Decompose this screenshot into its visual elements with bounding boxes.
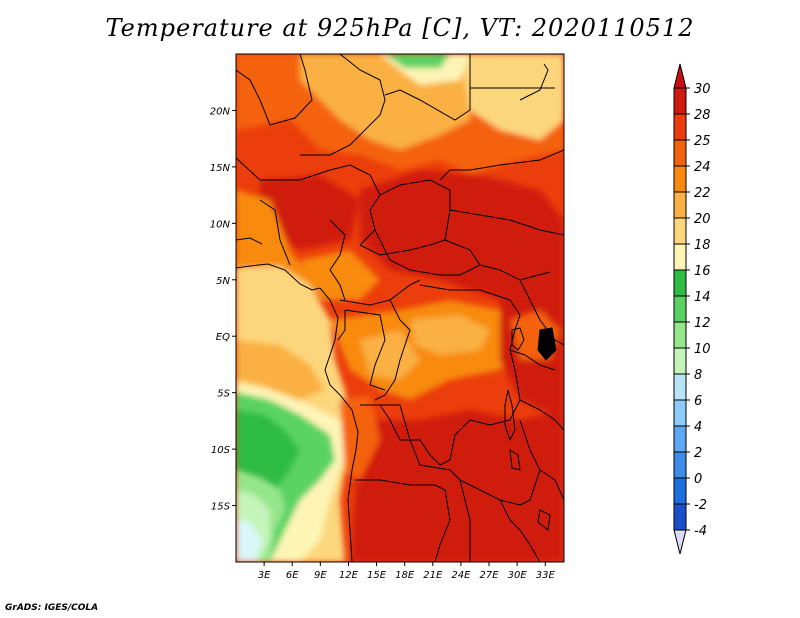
lat-tick-label: 15S — [211, 502, 231, 513]
colorbar-swatch — [673, 243, 687, 271]
colorbar-label: 28 — [694, 108, 711, 123]
chart-title: Temperature at 925hPa [C], VT: 202011051… — [105, 14, 695, 42]
colorbar-label: 8 — [694, 368, 702, 383]
lat-tick-label: 10N — [210, 219, 231, 230]
colorbar-label: 22 — [694, 186, 711, 201]
longitude-axis: 3E 6E 9E 12E 15E 18E 21E 24E 27E 30E 33E — [258, 562, 556, 581]
colorbar-bottom-triangle — [673, 529, 687, 555]
map-frame — [235, 53, 565, 563]
latitude-axis: 20N 15N 10N 5N EQ 5S 10S 15S — [210, 106, 236, 513]
colorbar-label: -4 — [694, 524, 707, 539]
colorbar-label: 16 — [694, 264, 711, 279]
colorbar-label: 12 — [694, 316, 711, 331]
lat-tick-label: 5N — [216, 276, 230, 287]
lon-tick-label: 18E — [395, 570, 415, 581]
lon-tick-label: 9E — [314, 570, 327, 581]
colorbar-swatch — [673, 191, 687, 219]
lat-tick-label: 5S — [217, 389, 230, 400]
grads-credit: GrADS: IGES/COLA — [5, 603, 99, 613]
colorbar-label: 20 — [694, 212, 711, 227]
colorbar-swatch — [673, 321, 687, 349]
lat-tick-label: 15N — [210, 163, 231, 174]
lon-tick-label: 30E — [508, 570, 528, 581]
colorbar-label: 4 — [694, 420, 702, 435]
colorbar-label: 24 — [694, 160, 711, 175]
lat-tick-label: 10S — [211, 445, 231, 456]
colorbar-swatch — [673, 503, 687, 531]
colorbar-label: 25 — [694, 134, 711, 149]
lon-tick-label: 27E — [480, 570, 500, 581]
lat-tick-label: EQ — [216, 332, 230, 343]
colorbar-label: 0 — [694, 472, 702, 487]
colorbar-swatch — [673, 399, 687, 427]
country-boundaries — [236, 54, 564, 562]
colorbar-label: 18 — [694, 238, 711, 253]
colorbar-label: 6 — [694, 394, 702, 409]
colorbar-swatch — [673, 477, 687, 505]
colorbar-swatch — [673, 165, 687, 193]
colorbar-label: 10 — [694, 342, 711, 357]
colorbar-label: 14 — [694, 290, 711, 305]
lon-tick-label: 15E — [367, 570, 387, 581]
colorbar-swatch — [673, 269, 687, 297]
colorbar-label: -2 — [694, 498, 707, 513]
lon-tick-label: 33E — [536, 570, 556, 581]
lon-tick-label: 12E — [339, 570, 359, 581]
colorbar-swatch — [673, 295, 687, 323]
colorbar-swatch — [673, 373, 687, 401]
colorbar-swatch — [673, 347, 687, 375]
colorbar-swatch — [673, 451, 687, 479]
lon-tick-label: 21E — [423, 570, 443, 581]
temperature-field — [236, 54, 564, 562]
lon-tick-label: 24E — [451, 570, 471, 581]
colorbar-label: 2 — [694, 446, 702, 461]
colorbar-top-triangle — [673, 63, 687, 89]
colorbar-swatch — [673, 139, 687, 167]
colorbar-swatch — [673, 87, 687, 115]
lat-tick-label: 20N — [210, 106, 231, 117]
colorbar-swatch — [673, 113, 687, 141]
lon-tick-label: 3E — [258, 570, 271, 581]
colorbar-label: 30 — [694, 82, 711, 97]
lon-tick-label: 6E — [286, 570, 299, 581]
colorbar-swatch — [673, 217, 687, 245]
colorbar-swatch — [673, 425, 687, 453]
